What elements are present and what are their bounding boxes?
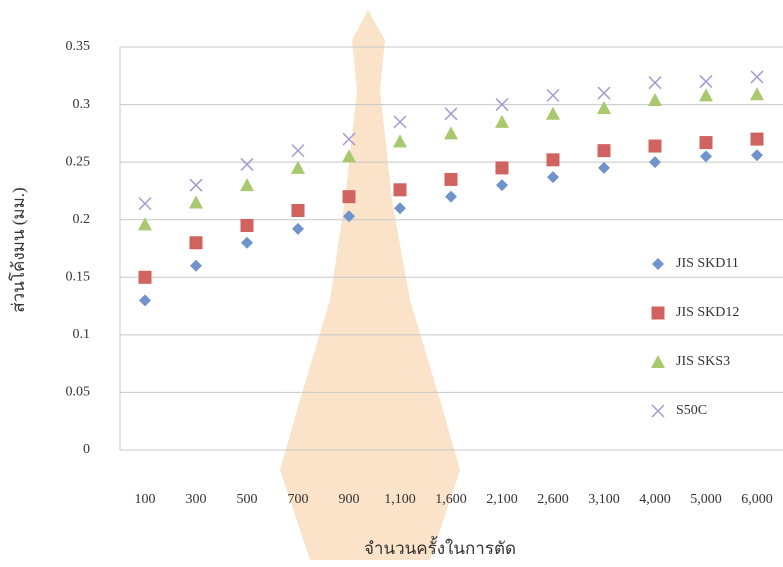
- marker: [240, 178, 254, 191]
- marker: [547, 171, 559, 183]
- marker: [751, 133, 764, 146]
- marker: [700, 150, 712, 162]
- x-tick-label: 700: [288, 492, 309, 507]
- marker: [648, 93, 662, 106]
- y-tick-label: 0.2: [73, 212, 91, 227]
- marker: [189, 195, 203, 208]
- marker: [547, 89, 559, 101]
- y-tick-label: 0.05: [66, 385, 91, 400]
- marker: [393, 134, 407, 147]
- marker: [496, 179, 508, 191]
- marker: [652, 258, 664, 270]
- marker: [241, 237, 253, 249]
- marker: [139, 271, 152, 284]
- watermark: [280, 10, 460, 560]
- marker: [292, 223, 304, 235]
- marker: [394, 116, 406, 128]
- x-tick-label: 300: [186, 492, 207, 507]
- y-tick-label: 0.25: [66, 154, 91, 169]
- marker: [445, 191, 457, 203]
- marker: [750, 87, 764, 100]
- marker: [292, 145, 304, 157]
- marker: [445, 108, 457, 120]
- marker: [190, 179, 202, 191]
- marker: [699, 88, 713, 101]
- marker: [649, 156, 661, 168]
- marker: [597, 101, 611, 114]
- y-tick-label: 0.15: [66, 270, 91, 285]
- marker: [394, 202, 406, 214]
- marker: [547, 153, 560, 166]
- x-axis-label: จำนวนครั้งในการตัด: [364, 536, 516, 558]
- marker: [496, 161, 509, 174]
- legend-label: JIS SKD12: [676, 305, 739, 320]
- y-tick-label: 0.35: [66, 39, 91, 54]
- x-tick-label: 900: [339, 492, 360, 507]
- x-tick-label: 1,600: [435, 492, 467, 507]
- marker: [751, 71, 763, 83]
- marker: [649, 77, 661, 89]
- marker: [343, 190, 356, 203]
- marker: [190, 260, 202, 272]
- marker: [190, 236, 203, 249]
- marker: [394, 183, 407, 196]
- marker: [751, 149, 763, 161]
- marker: [700, 136, 713, 149]
- marker: [139, 198, 151, 210]
- marker: [241, 219, 254, 232]
- legend-label: S50C: [676, 403, 707, 418]
- x-tick-label: 1,100: [384, 492, 416, 507]
- marker: [444, 126, 458, 139]
- marker: [652, 307, 665, 320]
- marker: [652, 405, 664, 417]
- x-tick-label: 500: [237, 492, 258, 507]
- y-tick-label: 0: [83, 442, 90, 457]
- y-tick-label: 0.1: [73, 327, 91, 342]
- x-tick-label: 2,100: [486, 492, 518, 507]
- marker: [139, 294, 151, 306]
- marker: [700, 76, 712, 88]
- marker: [598, 162, 610, 174]
- x-tick-label: 3,100: [588, 492, 620, 507]
- marker: [445, 173, 458, 186]
- y-axis-label: ส่วนโค้งมน (มม.): [8, 187, 28, 312]
- legend-label: JIS SKD11: [676, 256, 739, 271]
- marker: [292, 204, 305, 217]
- x-tick-label: 4,000: [639, 492, 671, 507]
- marker: [291, 161, 305, 174]
- chart: ส่วนโค้งมน (มม.) จำนวนครั้งในการตัด 0 0.0…: [0, 0, 783, 567]
- legend-label: JIS SKS3: [676, 354, 730, 369]
- marker: [546, 107, 560, 120]
- y-tick-label: 0.3: [73, 97, 91, 112]
- marker: [649, 140, 662, 153]
- marker: [598, 144, 611, 157]
- x-tick-label: 6,000: [741, 492, 773, 507]
- marker: [495, 115, 509, 128]
- marker: [598, 87, 610, 99]
- x-tick-label: 5,000: [690, 492, 722, 507]
- x-tick-label: 100: [135, 492, 156, 507]
- marker: [241, 158, 253, 170]
- marker: [651, 355, 665, 368]
- x-tick-label: 2,600: [537, 492, 569, 507]
